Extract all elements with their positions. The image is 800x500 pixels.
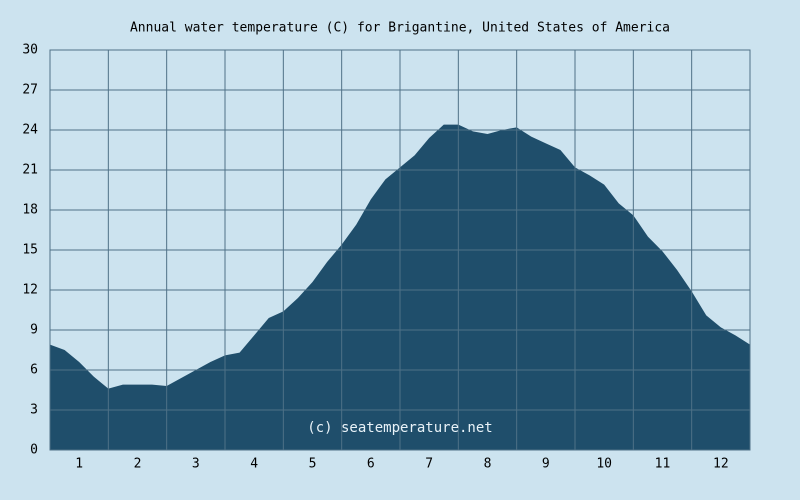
plot-border xyxy=(49,49,751,451)
x-tick-label: 7 xyxy=(425,457,433,472)
y-tick-label: 30 xyxy=(22,43,38,58)
x-tick-label: 11 xyxy=(655,457,671,472)
x-tick-label: 2 xyxy=(134,457,142,472)
x-tick-label: 1 xyxy=(75,457,83,472)
x-tick-label: 3 xyxy=(192,457,200,472)
x-tick-label: 10 xyxy=(596,457,612,472)
y-tick-label: 24 xyxy=(22,123,38,138)
y-tick-label: 15 xyxy=(22,243,38,258)
x-tick-label: 4 xyxy=(250,457,258,472)
x-tick-label: 8 xyxy=(484,457,492,472)
y-tick-label: 9 xyxy=(30,323,38,338)
x-tick-label: 5 xyxy=(309,457,317,472)
y-tick-label: 27 xyxy=(22,83,38,98)
x-tick-label: 6 xyxy=(367,457,375,472)
x-tick-label: 9 xyxy=(542,457,550,472)
y-tick-label: 18 xyxy=(22,203,38,218)
y-tick-label: 6 xyxy=(30,363,38,378)
chart-title: Annual water temperature (C) for Brigant… xyxy=(130,21,670,36)
x-tick-label: 12 xyxy=(713,457,729,472)
y-tick-label: 12 xyxy=(22,283,38,298)
y-tick-label: 0 xyxy=(30,443,38,458)
y-tick-label: 21 xyxy=(22,163,38,178)
annotation: (c) seatemperature.net xyxy=(307,420,492,436)
y-tick-label: 3 xyxy=(30,403,38,418)
